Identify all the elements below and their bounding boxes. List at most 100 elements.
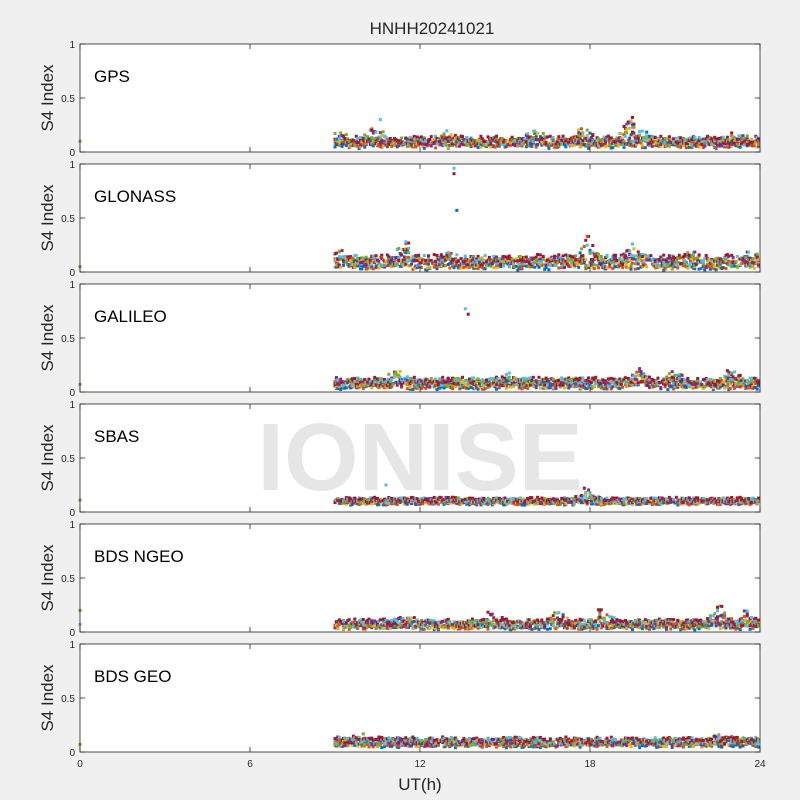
outlier-point	[466, 312, 470, 316]
data-point	[707, 257, 711, 261]
data-point	[428, 382, 432, 386]
data-point	[666, 141, 670, 145]
data-point	[584, 498, 588, 502]
data-point	[703, 268, 707, 272]
data-point	[479, 145, 483, 149]
data-point	[531, 139, 535, 143]
data-point	[757, 263, 761, 267]
data-point	[514, 264, 518, 268]
data-point	[473, 144, 477, 148]
data-point	[619, 132, 623, 136]
data-point	[723, 386, 727, 390]
data-point	[745, 134, 749, 138]
data-point	[578, 134, 582, 138]
data-point	[670, 261, 674, 265]
data-point	[708, 267, 712, 271]
data-point	[628, 249, 632, 253]
data-point	[343, 383, 347, 387]
data-point	[527, 502, 531, 506]
data-point	[548, 263, 552, 266]
data-point	[755, 255, 759, 259]
data-point	[360, 140, 364, 144]
data-point	[700, 383, 704, 387]
data-point	[636, 374, 640, 377]
data-point	[626, 266, 630, 270]
data-point	[567, 376, 571, 380]
data-point	[337, 140, 341, 144]
data-point	[421, 139, 425, 143]
data-point	[425, 144, 429, 148]
data-point	[642, 136, 646, 140]
data-point	[432, 265, 436, 269]
data-point	[689, 261, 693, 265]
data-point	[570, 258, 574, 262]
data-point	[404, 240, 408, 244]
figure-title: HNHH20241021	[370, 19, 495, 38]
data-point	[480, 263, 484, 267]
data-point	[725, 135, 729, 139]
data-point	[623, 254, 627, 258]
data-point	[444, 264, 447, 268]
data-point	[757, 381, 761, 385]
data-point	[346, 255, 350, 259]
data-point	[482, 144, 486, 148]
data-point	[588, 131, 592, 135]
data-point	[404, 136, 408, 140]
data-point	[342, 140, 345, 144]
data-point	[554, 264, 558, 268]
data-point	[680, 262, 684, 266]
data-point	[354, 134, 358, 138]
data-point	[594, 375, 598, 379]
data-point	[648, 385, 651, 389]
data-point	[708, 264, 712, 268]
data-point	[587, 266, 591, 269]
data-point	[463, 382, 467, 386]
data-point	[378, 131, 382, 135]
data-point	[424, 258, 428, 262]
data-point	[572, 499, 576, 503]
data-point	[674, 259, 678, 263]
y-axis-label: S4 Index	[38, 304, 57, 372]
data-point	[701, 137, 705, 141]
data-point	[646, 381, 650, 385]
data-point	[476, 387, 480, 391]
data-point	[691, 259, 695, 263]
data-point	[622, 133, 626, 137]
data-point	[446, 251, 450, 255]
data-point	[347, 139, 351, 143]
data-point	[334, 251, 338, 255]
data-point	[548, 134, 552, 138]
data-point	[499, 263, 503, 267]
data-point	[340, 249, 344, 253]
data-point	[599, 502, 603, 506]
data-point	[520, 266, 524, 270]
data-point	[507, 264, 511, 268]
data-point	[748, 386, 752, 390]
data-point	[622, 125, 626, 128]
data-point	[340, 144, 344, 148]
data-point	[533, 129, 537, 133]
data-point	[445, 143, 449, 147]
data-point	[554, 142, 558, 146]
data-point	[366, 135, 370, 139]
data-point	[489, 377, 493, 381]
data-point	[415, 266, 419, 269]
data-point	[723, 384, 727, 388]
outlier-point	[452, 166, 456, 170]
data-point	[410, 257, 413, 261]
data-point	[486, 262, 490, 265]
data-point	[548, 259, 552, 263]
data-point	[376, 497, 379, 500]
data-point	[585, 243, 589, 247]
data-point	[727, 373, 731, 377]
data-point	[748, 263, 752, 266]
data-point	[683, 381, 687, 385]
data-point	[659, 386, 663, 390]
data-point	[353, 266, 357, 270]
data-point	[489, 264, 493, 268]
data-point	[589, 381, 593, 384]
data-point	[419, 379, 423, 383]
data-point	[489, 501, 493, 505]
data-point	[354, 258, 358, 262]
data-point	[588, 493, 592, 497]
